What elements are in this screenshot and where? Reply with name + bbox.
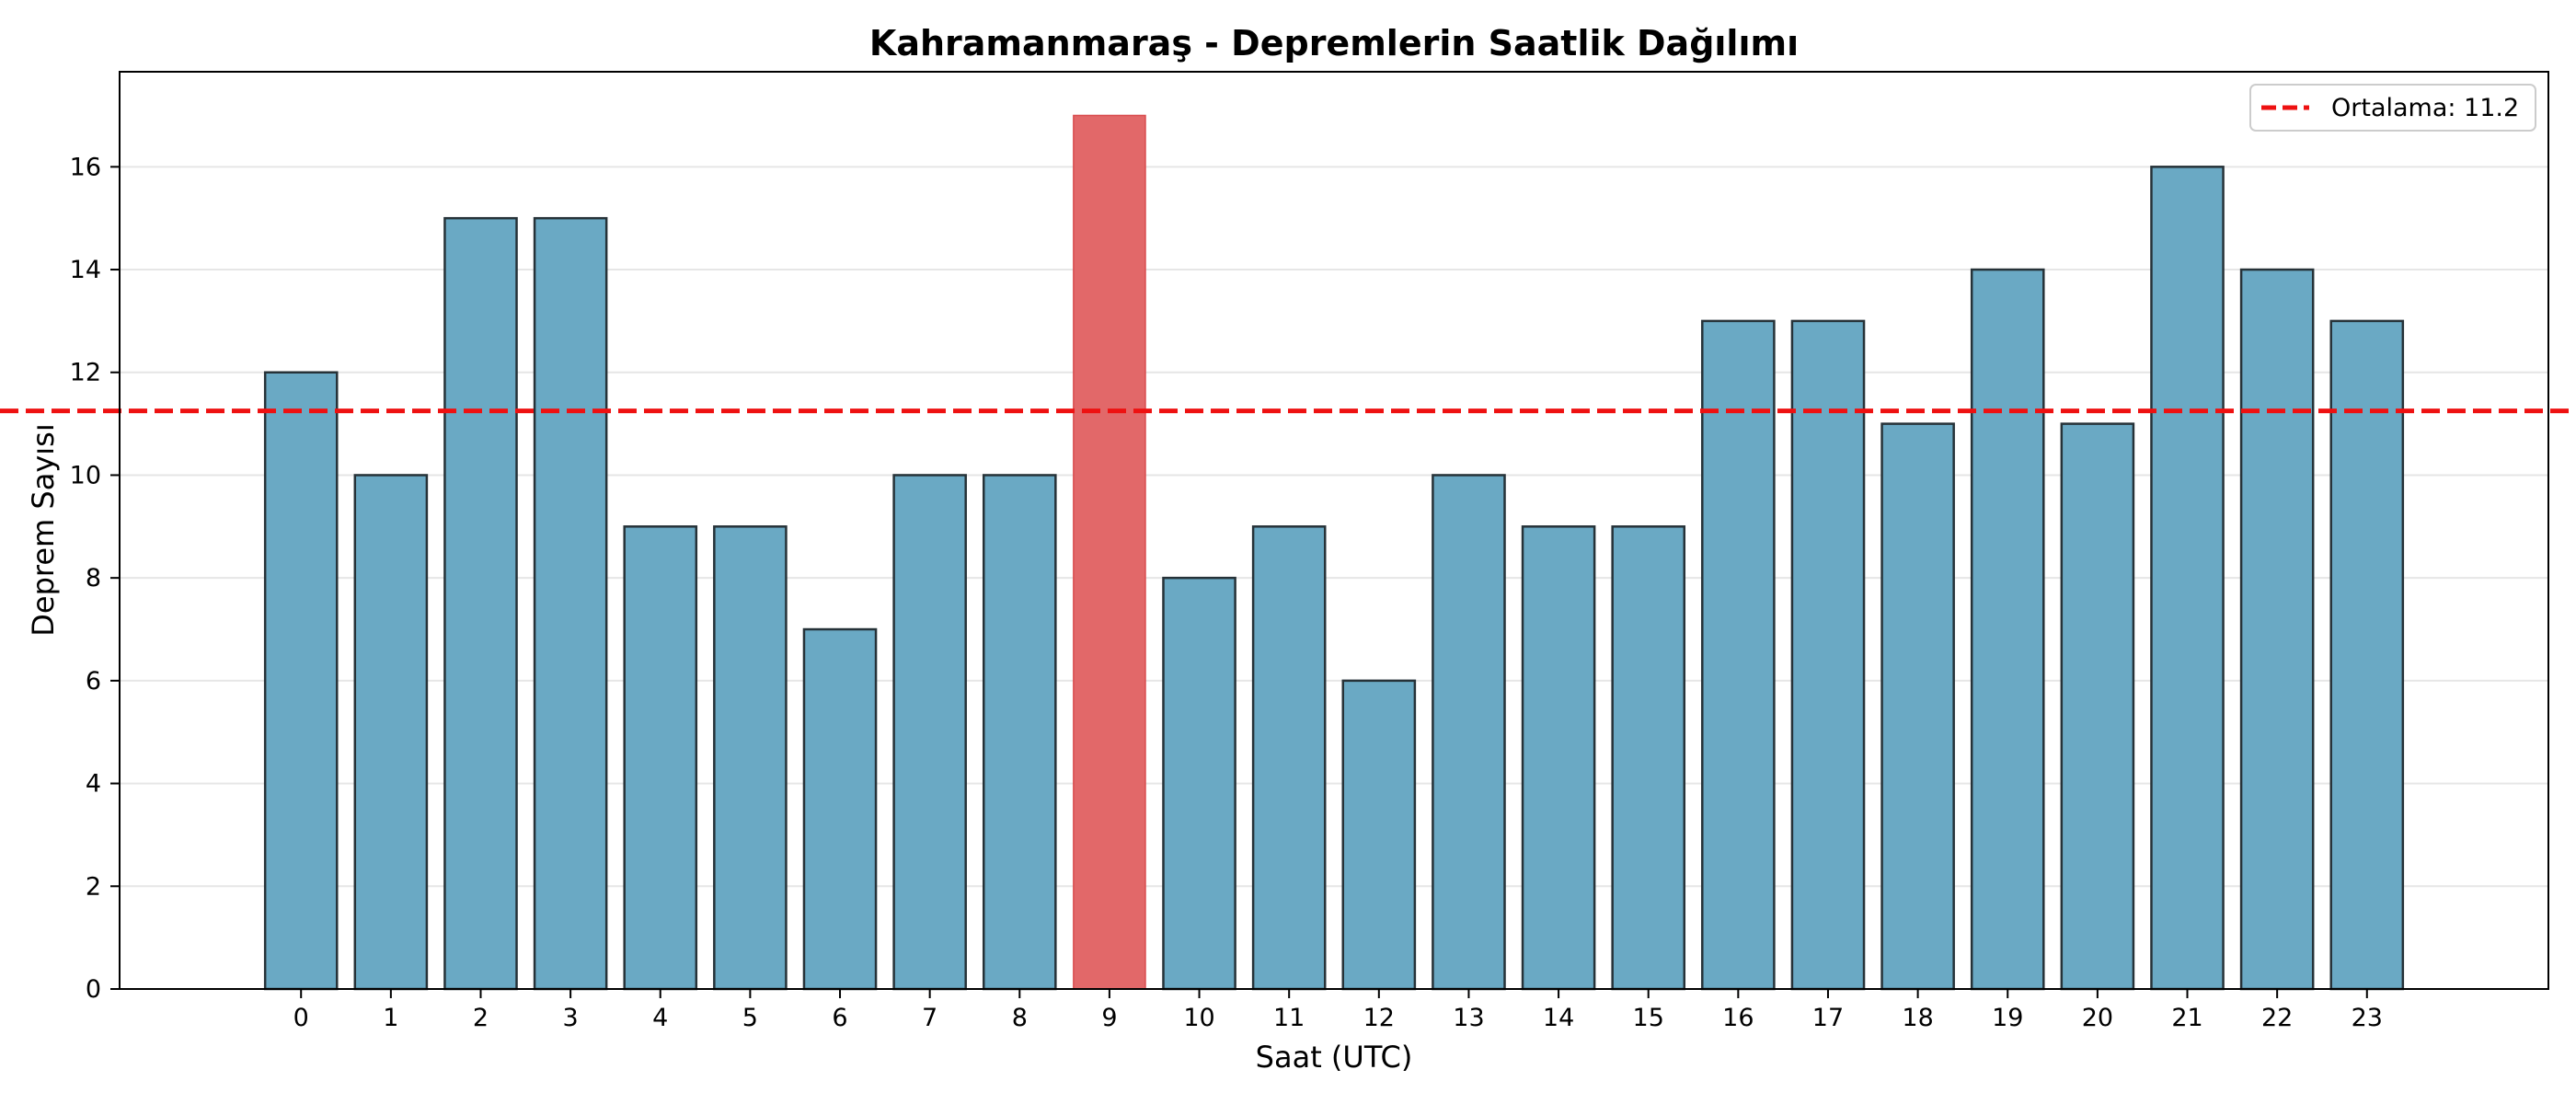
y-axis-label: Deprem Sayısı bbox=[26, 423, 61, 636]
bar bbox=[623, 525, 698, 991]
legend: Ortalama: 11.2 bbox=[2249, 84, 2536, 132]
y-tick-label: 4 bbox=[86, 770, 101, 799]
x-tick-label: 11 bbox=[1273, 1004, 1305, 1032]
x-tick-label: 22 bbox=[2261, 1004, 2293, 1032]
x-tick-label: 20 bbox=[2082, 1004, 2113, 1032]
bar bbox=[892, 474, 967, 991]
y-tick-label: 16 bbox=[70, 153, 101, 181]
x-tick-label: 12 bbox=[1363, 1004, 1395, 1032]
bar bbox=[533, 216, 608, 991]
bar bbox=[2239, 268, 2315, 991]
bars-layer bbox=[263, 114, 2405, 991]
x-tick-label: 21 bbox=[2171, 1004, 2202, 1032]
bar bbox=[1611, 525, 1686, 991]
y-tick-label: 14 bbox=[70, 256, 101, 284]
y-tick-label: 8 bbox=[86, 564, 101, 592]
x-tick-label: 7 bbox=[922, 1004, 937, 1032]
x-tick-label: 16 bbox=[1722, 1004, 1754, 1032]
bar bbox=[1341, 679, 1417, 991]
x-tick-label: 9 bbox=[1101, 1004, 1117, 1032]
y-tick-label: 10 bbox=[70, 461, 101, 489]
bar bbox=[802, 627, 878, 991]
x-tick-label: 0 bbox=[293, 1004, 309, 1032]
bar bbox=[1432, 474, 1506, 991]
bar bbox=[2060, 422, 2135, 991]
x-tick-label: 14 bbox=[1543, 1004, 1574, 1032]
x-tick-label: 5 bbox=[742, 1004, 758, 1032]
x-tick-label: 17 bbox=[1812, 1004, 1844, 1032]
legend-label: Ortalama: 11.2 bbox=[2331, 94, 2519, 122]
x-tick-label: 19 bbox=[1992, 1004, 2023, 1032]
bar bbox=[1790, 319, 1866, 991]
x-tick-label: 2 bbox=[473, 1004, 489, 1032]
legend-box bbox=[2249, 84, 2536, 132]
bar bbox=[2329, 319, 2405, 991]
bar bbox=[1970, 268, 2045, 991]
x-tick-label: 6 bbox=[832, 1004, 847, 1032]
x-tick-label: 18 bbox=[1902, 1004, 1933, 1032]
bar bbox=[713, 525, 788, 991]
chart-title: Kahramanmaraş - Depremlerin Saatlik Dağı… bbox=[869, 23, 1799, 63]
y-tick-label: 0 bbox=[86, 975, 101, 1004]
y-tick-label: 12 bbox=[70, 359, 101, 387]
bar bbox=[1701, 319, 1776, 991]
bar bbox=[353, 474, 429, 991]
bar bbox=[443, 216, 518, 991]
x-tick-label: 23 bbox=[2352, 1004, 2383, 1032]
bar bbox=[1162, 576, 1236, 991]
bar bbox=[1880, 422, 1955, 991]
y-tick-label: 6 bbox=[86, 667, 101, 696]
plot-frame bbox=[119, 71, 2549, 990]
bar bbox=[1251, 525, 1327, 991]
bar bbox=[1521, 525, 1596, 991]
x-tick-label: 1 bbox=[383, 1004, 398, 1032]
x-tick-label: 4 bbox=[652, 1004, 668, 1032]
y-tick-label: 2 bbox=[86, 872, 101, 901]
bar-highlighted bbox=[1073, 114, 1146, 990]
grid-layer bbox=[120, 166, 2548, 888]
bar bbox=[263, 371, 339, 991]
x-tick-label: 10 bbox=[1183, 1004, 1214, 1032]
x-tick-label: 8 bbox=[1012, 1004, 1028, 1032]
bar bbox=[982, 474, 1057, 991]
x-tick-label: 3 bbox=[563, 1004, 579, 1032]
x-tick-label: 15 bbox=[1633, 1004, 1664, 1032]
x-tick-label: 13 bbox=[1453, 1004, 1484, 1032]
x-axis-label: Saat (UTC) bbox=[1256, 1040, 1413, 1075]
bar bbox=[2150, 166, 2225, 991]
